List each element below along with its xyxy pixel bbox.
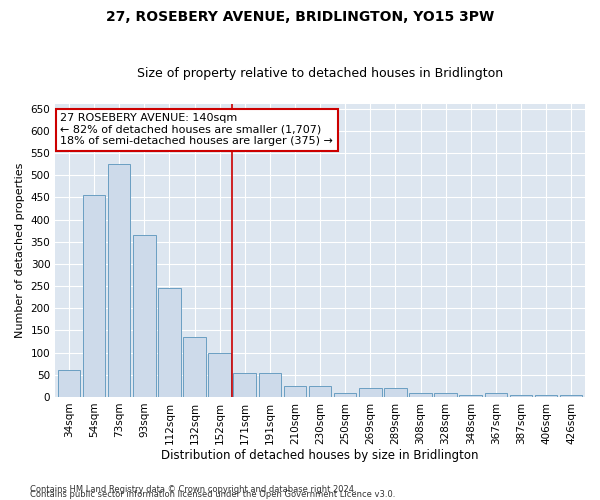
Bar [108, 164, 130, 397]
Bar [83, 195, 106, 397]
Title: Size of property relative to detached houses in Bridlington: Size of property relative to detached ho… [137, 66, 503, 80]
Bar [183, 337, 206, 397]
Bar [259, 372, 281, 397]
Bar [384, 388, 407, 397]
Text: Contains public sector information licensed under the Open Government Licence v3: Contains public sector information licen… [30, 490, 395, 499]
Bar [535, 394, 557, 397]
Bar [409, 392, 432, 397]
Bar [434, 392, 457, 397]
Bar [460, 394, 482, 397]
Bar [158, 288, 181, 397]
Text: Contains HM Land Registry data © Crown copyright and database right 2024.: Contains HM Land Registry data © Crown c… [30, 484, 356, 494]
Bar [208, 352, 231, 397]
X-axis label: Distribution of detached houses by size in Bridlington: Distribution of detached houses by size … [161, 450, 479, 462]
Y-axis label: Number of detached properties: Number of detached properties [15, 163, 25, 338]
Text: 27 ROSEBERY AVENUE: 140sqm
← 82% of detached houses are smaller (1,707)
18% of s: 27 ROSEBERY AVENUE: 140sqm ← 82% of deta… [61, 113, 334, 146]
Bar [560, 394, 583, 397]
Bar [359, 388, 382, 397]
Bar [485, 392, 507, 397]
Bar [58, 370, 80, 397]
Bar [509, 394, 532, 397]
Bar [334, 392, 356, 397]
Bar [133, 235, 155, 397]
Bar [309, 386, 331, 397]
Bar [233, 372, 256, 397]
Bar [284, 386, 306, 397]
Text: 27, ROSEBERY AVENUE, BRIDLINGTON, YO15 3PW: 27, ROSEBERY AVENUE, BRIDLINGTON, YO15 3… [106, 10, 494, 24]
